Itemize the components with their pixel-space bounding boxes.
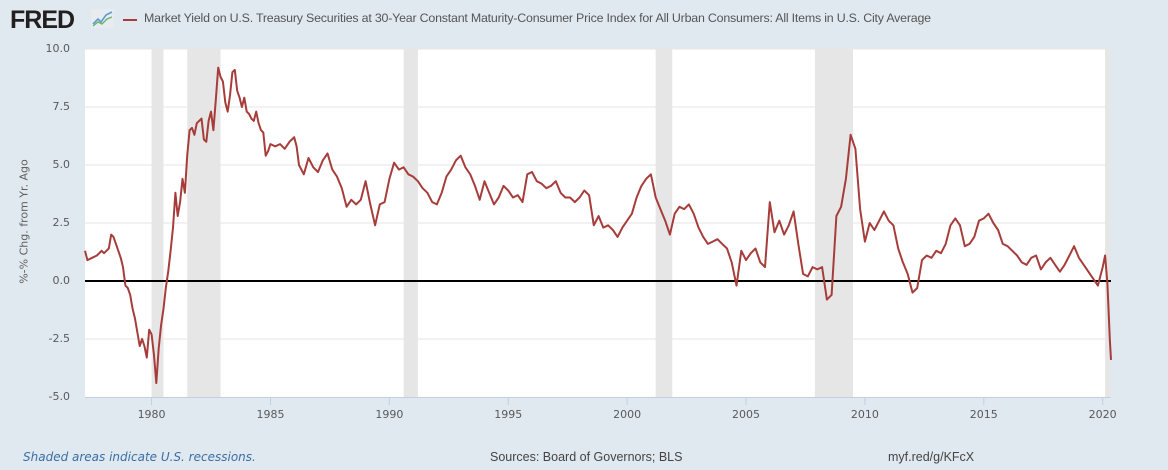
x-tick-label: 1990 [375, 408, 404, 421]
recession-note: Shaded areas indicate U.S. recessions. [23, 450, 256, 464]
y-tick-label: 2.5 [52, 216, 71, 229]
x-tick-label: 1980 [137, 408, 166, 421]
y-tick-label: 5.0 [52, 158, 71, 171]
chart-header: FRED Market Yield on U.S. Treasury Secur… [0, 0, 1168, 40]
fred-logo[interactable]: FRED [10, 6, 75, 34]
chart-line-icon [91, 9, 114, 28]
x-tick-label: 2015 [969, 408, 998, 421]
x-tick-label: 2005 [732, 408, 760, 421]
series-line [84, 66, 1112, 385]
x-tick-label: 1985 [256, 408, 285, 421]
y-tick-label: 10.0 [45, 42, 71, 55]
y-tick-label: -5.0 [48, 390, 70, 403]
sources-text: Sources: Board of Governors; BLS [490, 450, 683, 464]
x-tick-label: 2020 [1088, 408, 1117, 421]
y-tick-label: 7.5 [52, 100, 71, 113]
y-tick-label: -2.5 [48, 332, 70, 345]
x-tick-label: 1995 [494, 408, 523, 421]
x-tick-label: 2010 [850, 408, 879, 421]
y-tick-label: 0.0 [52, 274, 71, 287]
short-url-link[interactable]: myf.red/g/KFcX [888, 450, 975, 464]
x-tick-label: 2000 [613, 408, 642, 421]
legend-series-title: Market Yield on U.S. Treasury Securities… [144, 11, 931, 25]
legend-swatch [123, 19, 137, 21]
